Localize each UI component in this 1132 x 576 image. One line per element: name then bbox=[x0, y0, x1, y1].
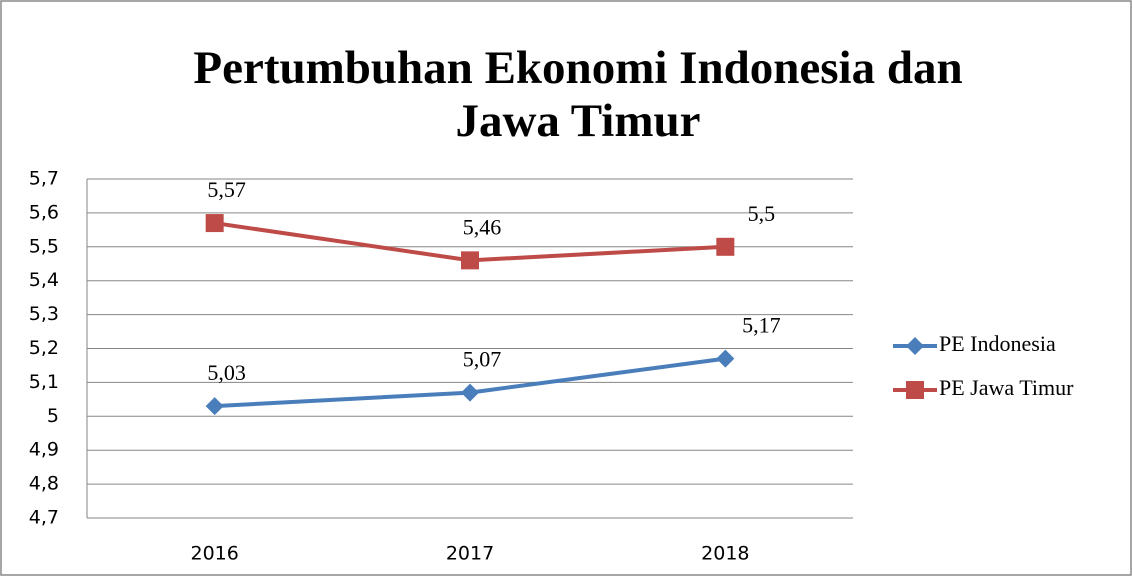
data-label: 5,03 bbox=[207, 360, 246, 385]
x-tick-label: 2018 bbox=[701, 543, 749, 565]
y-tick-label: 5 bbox=[47, 405, 59, 427]
legend-label: PE Jawa Timur bbox=[939, 375, 1074, 400]
y-tick-label: 4,8 bbox=[29, 473, 59, 495]
data-label: 5,07 bbox=[463, 347, 502, 372]
legend-marker bbox=[906, 381, 924, 399]
data-label: 5,46 bbox=[463, 214, 502, 239]
y-tick-label: 5,2 bbox=[29, 337, 59, 359]
y-tick-label: 5,1 bbox=[29, 371, 59, 393]
y-tick-label: 4,7 bbox=[29, 507, 59, 529]
legend-marker bbox=[906, 337, 924, 355]
y-tick-label: 4,9 bbox=[29, 439, 59, 461]
data-label: 5,17 bbox=[742, 313, 781, 338]
y-tick-label: 5,3 bbox=[29, 303, 59, 325]
marker bbox=[716, 349, 735, 368]
y-tick-label: 5,6 bbox=[29, 201, 59, 223]
y-tick-label: 5,5 bbox=[29, 235, 59, 257]
marker bbox=[716, 237, 735, 256]
data-label: 5,57 bbox=[207, 177, 246, 202]
x-tick-label: 2016 bbox=[190, 543, 238, 565]
marker bbox=[461, 383, 479, 402]
marker bbox=[205, 214, 224, 233]
marker bbox=[205, 397, 224, 416]
x-tick-label: 2017 bbox=[446, 543, 494, 565]
marker bbox=[461, 251, 479, 270]
y-tick-label: 5,4 bbox=[29, 269, 59, 291]
chart-title: Pertumbuhan Ekonomi Indonesia dan Jawa T… bbox=[193, 42, 963, 147]
data-label: 5,5 bbox=[748, 201, 776, 226]
legend-label: PE Indonesia bbox=[939, 331, 1056, 356]
y-tick-label: 5,7 bbox=[29, 168, 59, 190]
